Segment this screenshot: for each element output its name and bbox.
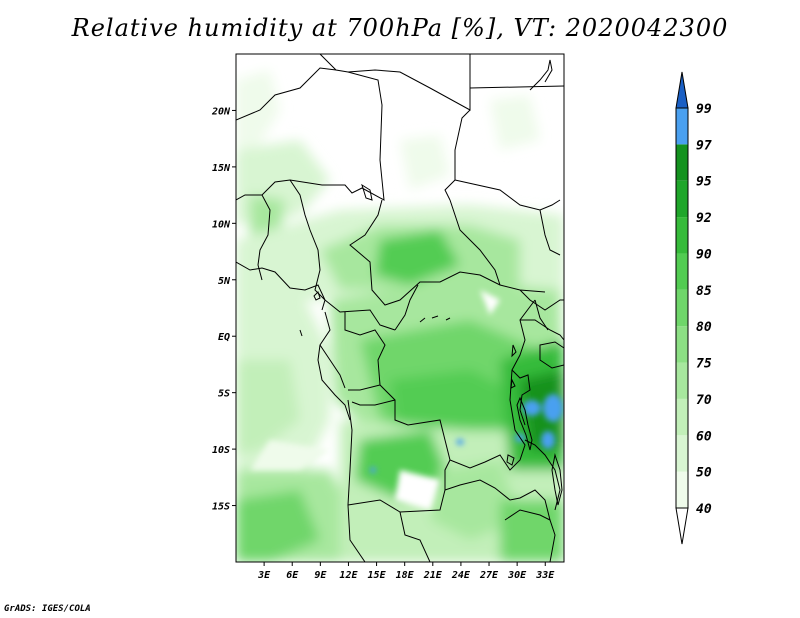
colorbar-segment bbox=[676, 289, 688, 327]
lat-tick-label: 10S bbox=[212, 445, 230, 456]
lat-tick-label: 20N bbox=[211, 106, 231, 117]
lon-tick-label: 24E bbox=[451, 570, 471, 581]
colorbar-segment bbox=[676, 253, 688, 290]
colorbar-segment bbox=[676, 144, 688, 181]
colorbar-label: 85 bbox=[696, 284, 712, 299]
lon-tick-label: 30E bbox=[507, 570, 527, 581]
map-frame bbox=[235, 53, 565, 563]
colorbar: 40 50 60 70 75 80 85 90 92 95 97 99 bbox=[675, 71, 712, 545]
colorbar-segment bbox=[676, 180, 688, 218]
colorbar-label: 70 bbox=[696, 393, 712, 408]
country-borders bbox=[236, 54, 564, 562]
lon-tick-label: 18E bbox=[396, 570, 415, 581]
map-axes: 20N 15N 10N 5N EQ 5S 10S 15S 3E 6E 9E 12E 15E 18E 21E 2… bbox=[211, 106, 555, 581]
lon-tick-label: 6E bbox=[286, 570, 299, 581]
colorbar-label: 90 bbox=[696, 247, 712, 262]
colorbar-segment bbox=[676, 362, 688, 399]
lon-tick-label: 3E bbox=[257, 570, 271, 581]
colorbar-frame bbox=[675, 107, 689, 509]
colorbar-label: 99 bbox=[696, 102, 712, 117]
colorbar-segment bbox=[676, 326, 688, 363]
lon-tick-label: 21E bbox=[423, 570, 443, 581]
lat-tick-label: EQ bbox=[218, 332, 230, 343]
lon-tick-label: 12E bbox=[339, 570, 358, 581]
colorbar-label: 50 bbox=[696, 466, 712, 481]
map-title: Relative humidity at 700hPa [%], VT: 202… bbox=[71, 14, 729, 42]
lon-tick-label: 15E bbox=[368, 570, 387, 581]
colorbar-segment bbox=[676, 108, 688, 145]
lat-tick-label: 5S bbox=[218, 389, 230, 400]
lat-tick-label: 5N bbox=[218, 276, 231, 287]
lon-tick-label: 33E bbox=[535, 570, 555, 581]
colorbar-segment bbox=[676, 471, 688, 508]
colorbar-label: 92 bbox=[696, 211, 712, 226]
colorbar-label: 80 bbox=[696, 320, 712, 335]
colorbar-label: 60 bbox=[696, 429, 712, 444]
lat-tick-label: 15N bbox=[212, 163, 231, 174]
lon-tick-label: 9E bbox=[314, 570, 327, 581]
lat-tick-label: 10N bbox=[212, 219, 231, 230]
colorbar-label: 40 bbox=[696, 502, 712, 517]
colorbar-under-arrow bbox=[675, 507, 689, 545]
colorbar-segment bbox=[676, 435, 688, 472]
lon-tick-label: 27E bbox=[479, 570, 499, 581]
colorbar-over-arrow bbox=[675, 71, 689, 109]
credit-text: GrADS: IGES/COLA bbox=[4, 604, 91, 614]
colorbar-label: 95 bbox=[696, 175, 712, 190]
colorbar-label: 75 bbox=[696, 357, 712, 372]
colorbar-segment bbox=[676, 398, 688, 436]
colorbar-segment bbox=[676, 217, 688, 254]
colorbar-label: 97 bbox=[696, 138, 712, 153]
humidity-field bbox=[236, 54, 564, 562]
lat-tick-label: 15S bbox=[212, 502, 230, 513]
